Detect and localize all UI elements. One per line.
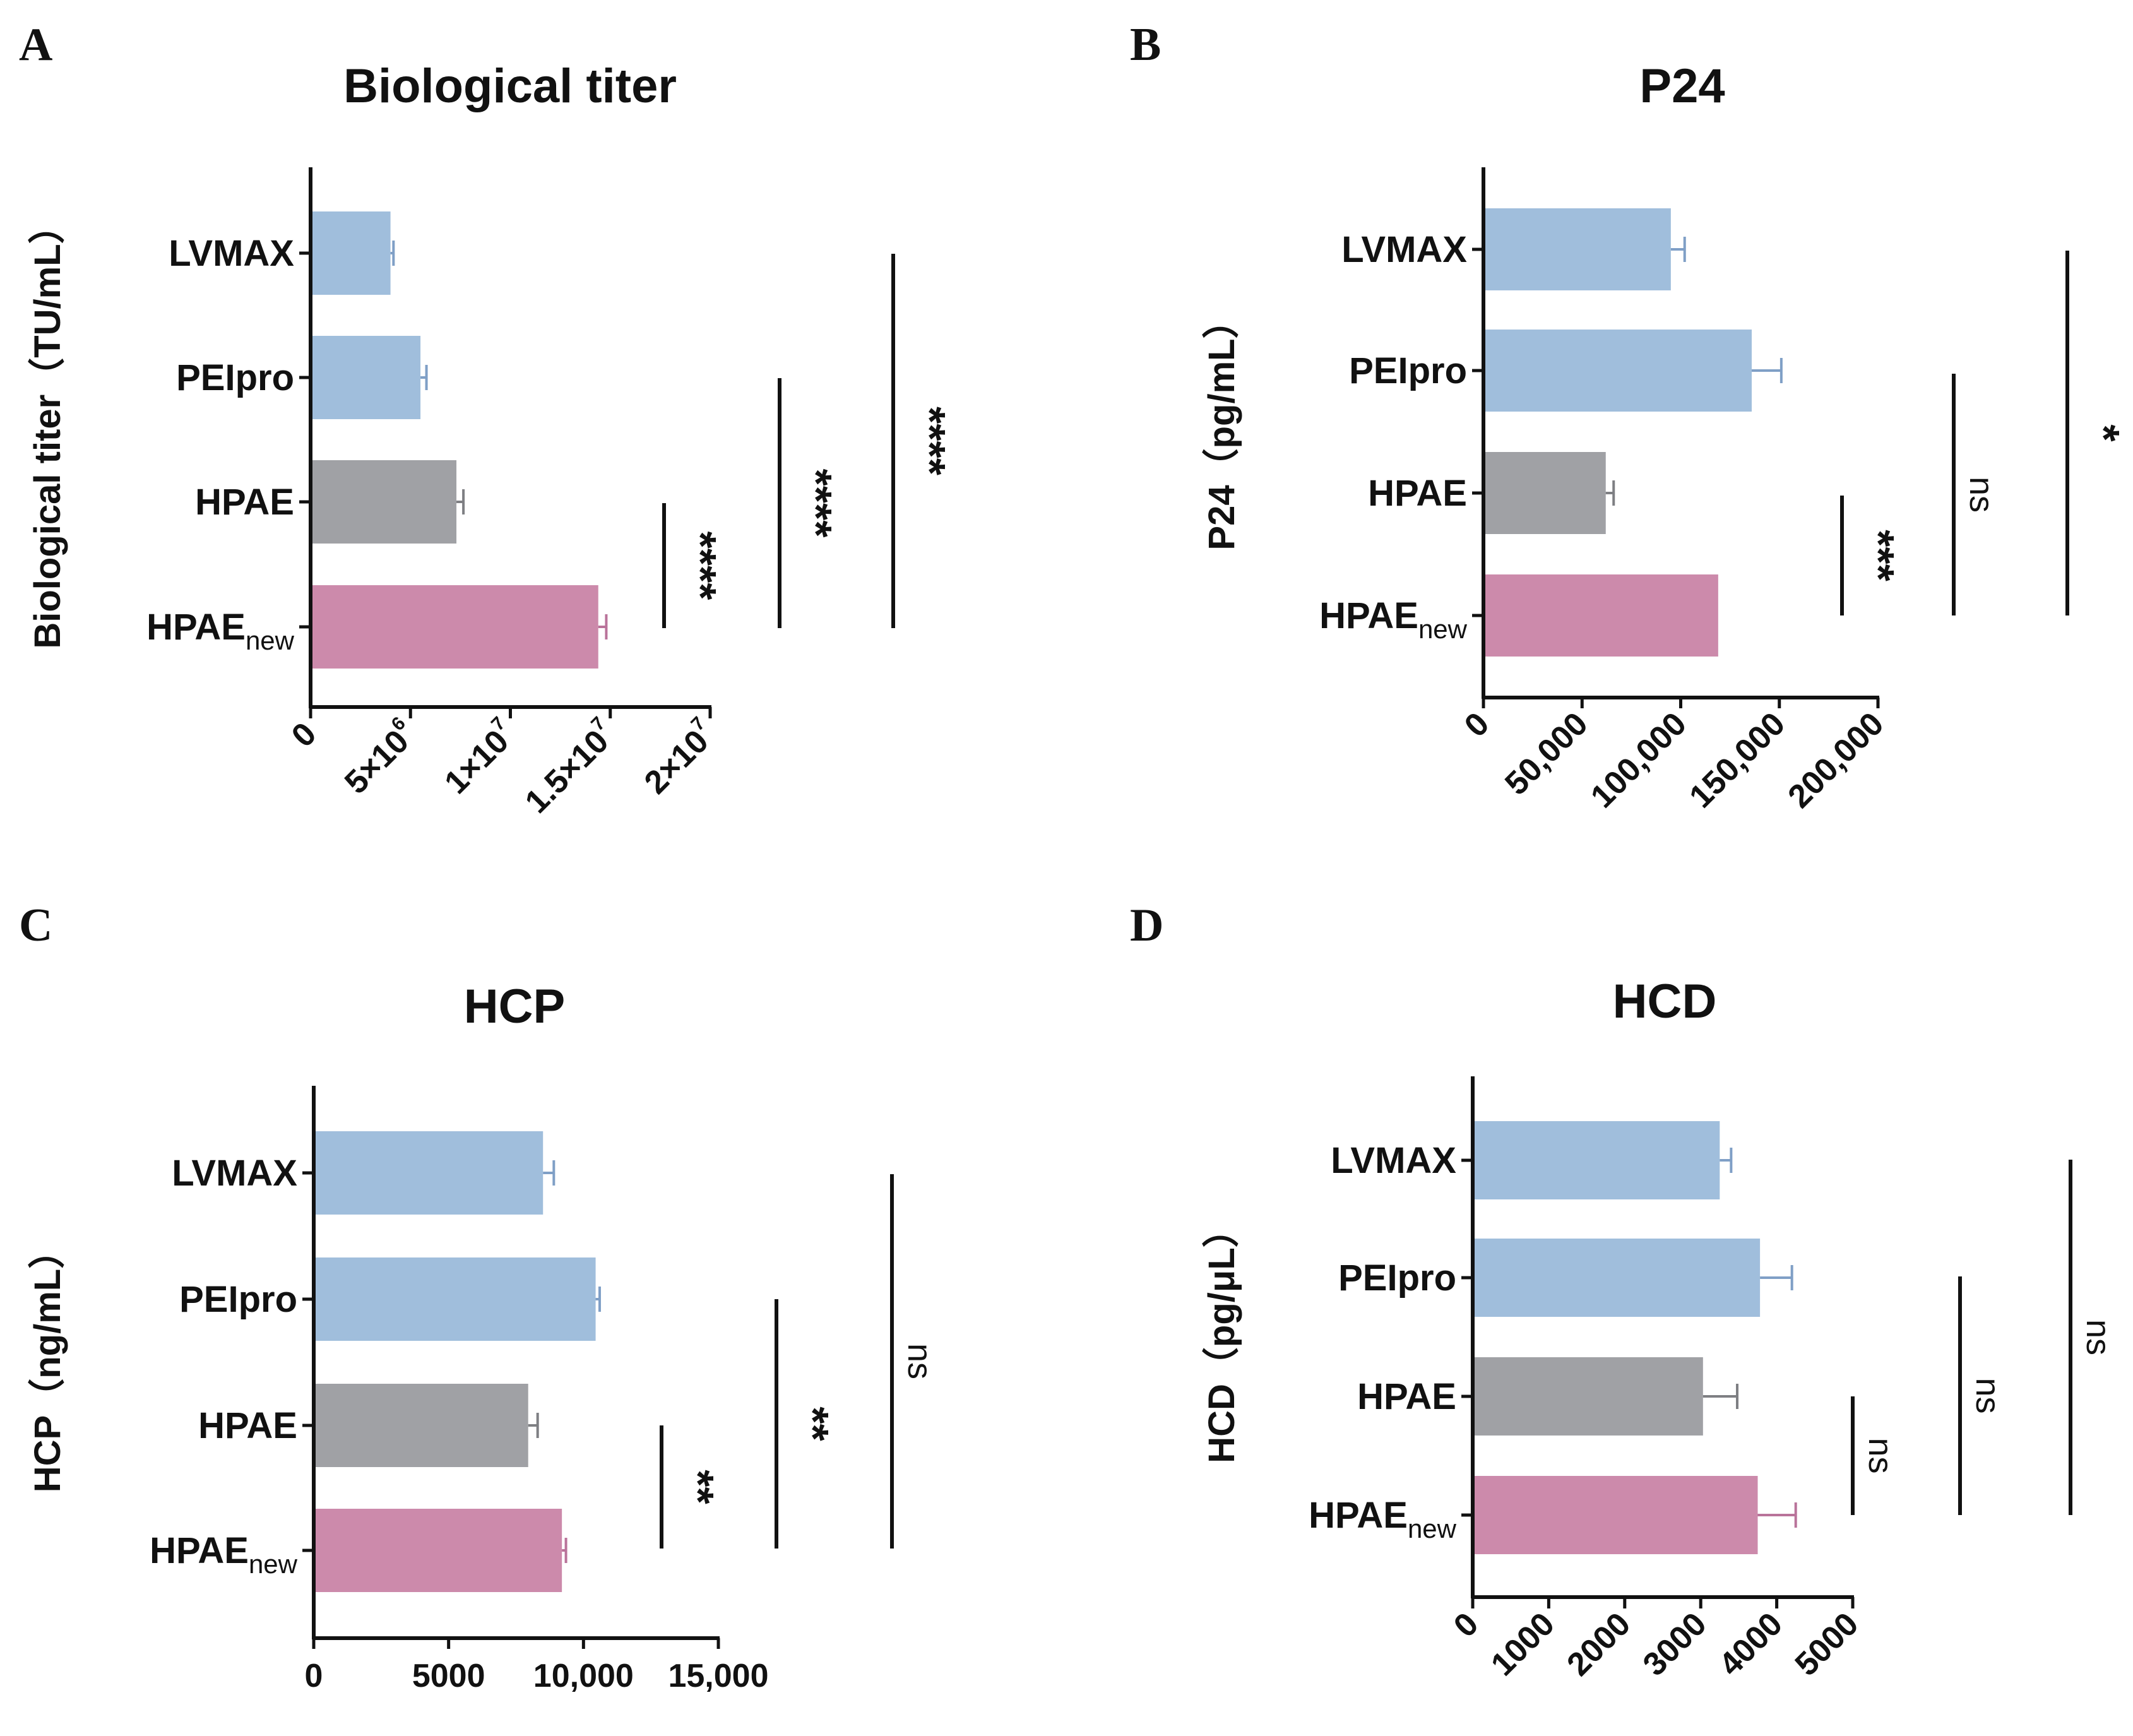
y-axis-title: HCP（ng/mL） xyxy=(27,1232,68,1492)
significance-label: * xyxy=(2079,424,2129,442)
category-label: HPAE xyxy=(198,1405,297,1446)
y-axis-title: HCD（pg/μL） xyxy=(1201,1211,1242,1463)
significance-label: ns xyxy=(901,1343,939,1379)
bar-lvmax xyxy=(314,1131,544,1215)
significance-label: ** xyxy=(674,1470,723,1504)
category-label: HPAE xyxy=(1357,1376,1456,1417)
bar-hpae xyxy=(314,1384,528,1467)
category-label: LVMAX xyxy=(1341,229,1467,270)
bar-hpae xyxy=(1483,452,1606,534)
chart-title: HCP xyxy=(464,980,565,1033)
significance-label: ns xyxy=(1969,1377,2007,1413)
x-tick-label: 5000 xyxy=(412,1658,485,1694)
panel-letter: C xyxy=(19,900,52,951)
category-label: PEIpro xyxy=(1338,1257,1456,1299)
x-tick-label: 0 xyxy=(305,1658,323,1694)
significance-label: **** xyxy=(676,532,725,601)
y-axis-title: Biological titer（TU/mL） xyxy=(27,207,68,648)
bar-hpaenew xyxy=(1473,1476,1758,1554)
bar-hpaenew xyxy=(1483,574,1718,657)
significance-label: *** xyxy=(1854,530,1903,581)
bar-peipro xyxy=(314,1257,596,1341)
bar-hpaenew xyxy=(311,585,598,669)
panel-letter: A xyxy=(19,19,52,71)
panel-letter: D xyxy=(1130,900,1163,951)
bar-lvmax xyxy=(311,211,391,295)
category-label: PEIpro xyxy=(179,1279,297,1320)
significance-label: **** xyxy=(905,407,954,476)
significance-label: ns xyxy=(2079,1319,2117,1355)
bar-peipro xyxy=(311,336,421,419)
category-label: HPAEnew xyxy=(146,607,295,655)
bar-hpae xyxy=(311,460,457,544)
bar-peipro xyxy=(1473,1239,1761,1317)
significance-label: **** xyxy=(792,469,841,538)
category-label: HPAE xyxy=(195,482,294,523)
y-axis-title: P24（pg/mL） xyxy=(1201,302,1242,550)
bar-hpaenew xyxy=(314,1509,562,1592)
bar-lvmax xyxy=(1473,1121,1720,1199)
category-label: HPAE xyxy=(1368,473,1467,514)
panel-letter: B xyxy=(1130,19,1161,71)
category-label: PEIpro xyxy=(1349,350,1467,391)
bar-peipro xyxy=(1483,330,1752,412)
bar-hpae xyxy=(1473,1357,1703,1436)
category-label: LVMAX xyxy=(172,1153,297,1194)
x-tick-label: 15,000 xyxy=(668,1658,768,1694)
category-label: LVMAX xyxy=(169,233,294,274)
significance-label: ns xyxy=(1862,1437,1899,1473)
chart-title: HCD xyxy=(1613,975,1717,1028)
category-label: PEIpro xyxy=(176,357,294,398)
chart-title: P24 xyxy=(1639,59,1725,113)
significance-label: ** xyxy=(788,1406,838,1441)
category-label: HPAEnew xyxy=(150,1530,298,1579)
x-tick-label: 10,000 xyxy=(533,1658,634,1694)
chart-title: Biological titer xyxy=(343,59,677,113)
panel-c: C HCP HCP（ng/mL） LVMAX PEIpro HPAE HPAEnew 0 500… xyxy=(19,900,939,1694)
category-label: LVMAX xyxy=(1331,1140,1456,1181)
significance-label: ns xyxy=(1963,477,2000,513)
bar-lvmax xyxy=(1483,208,1671,290)
